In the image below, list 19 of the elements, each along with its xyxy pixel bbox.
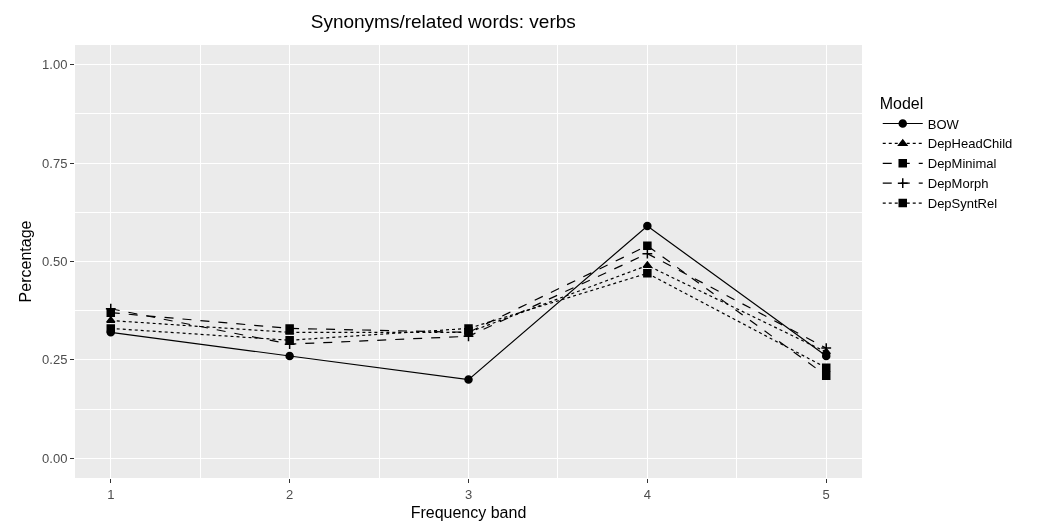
x-tick-label: 1 — [107, 486, 115, 502]
legend-label: DepHeadChild — [927, 136, 1013, 152]
chart-title: Synonyms/related words: verbs — [310, 10, 576, 32]
x-tick-label: 3 — [464, 486, 473, 502]
y-tick-label: 1.00 — [42, 57, 68, 73]
y-tick-label: 0.25 — [42, 352, 68, 368]
legend-label: BOW — [927, 116, 960, 132]
legend-label: DepSyntRel — [927, 196, 998, 212]
x-tick-label: 5 — [822, 486, 830, 502]
x-tick-label: 2 — [286, 486, 294, 502]
y-tick-label: 0.00 — [42, 450, 68, 466]
x-tick-label: 4 — [643, 486, 651, 502]
legend-label: DepMorph — [927, 176, 989, 192]
y-tick-label: 0.75 — [42, 155, 68, 171]
x-axis-title: Frequency band — [410, 504, 527, 522]
legend-title: Model — [879, 94, 924, 112]
y-tick-label: 0.50 — [42, 254, 68, 270]
legend-label: DepMinimal — [927, 156, 997, 172]
y-axis-title: Percentage — [16, 220, 34, 303]
